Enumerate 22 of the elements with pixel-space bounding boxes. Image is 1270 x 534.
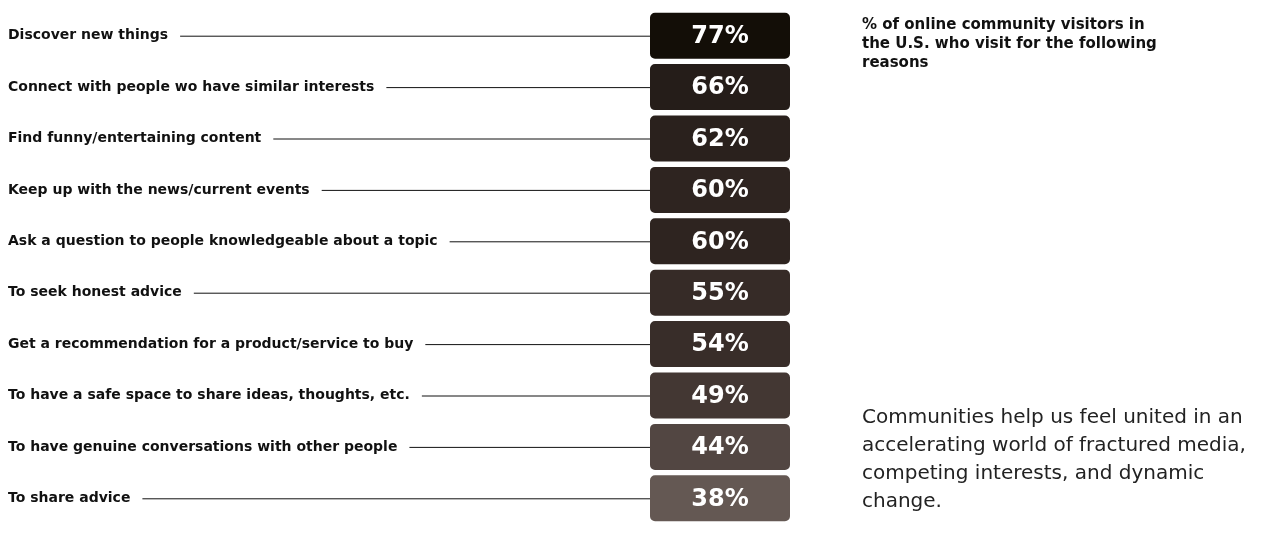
data-label: 62%: [691, 123, 749, 152]
data-label: 38%: [691, 483, 749, 512]
category-label: Connect with people wo have similar interests: [8, 77, 375, 94]
category-label: Discover new things: [8, 26, 169, 43]
data-label: 60%: [691, 226, 749, 255]
category-label: To share advice: [8, 488, 131, 505]
data-label: 49%: [691, 380, 749, 409]
data-label: 55%: [691, 277, 749, 306]
category-label: To have genuine conversations with other people: [8, 437, 398, 454]
category-label: Keep up with the news/current events: [8, 180, 310, 197]
text: Communities help us feel united in an accelerating world of fractured media, competing interests, and dynamic change.: [862, 404, 1246, 513]
category-label: Find funny/entertaining content: [8, 129, 262, 146]
data-label: 54%: [691, 329, 749, 358]
data-label: 60%: [691, 175, 749, 204]
data-label: 66%: [691, 72, 749, 101]
data-label: 77%: [691, 20, 749, 49]
data-label: 44%: [691, 432, 749, 461]
text: % of online community visitors in the U.S. who visit for the following reasons: [862, 15, 1157, 72]
category-label: To have a safe space to share ideas, thoughts, etc.: [8, 386, 410, 403]
category-label: Ask a question to people knowledgeable about a topic: [8, 231, 438, 248]
category-label: Get a recommendation for a product/service to buy: [8, 334, 414, 351]
category-label: To seek honest advice: [8, 283, 182, 300]
